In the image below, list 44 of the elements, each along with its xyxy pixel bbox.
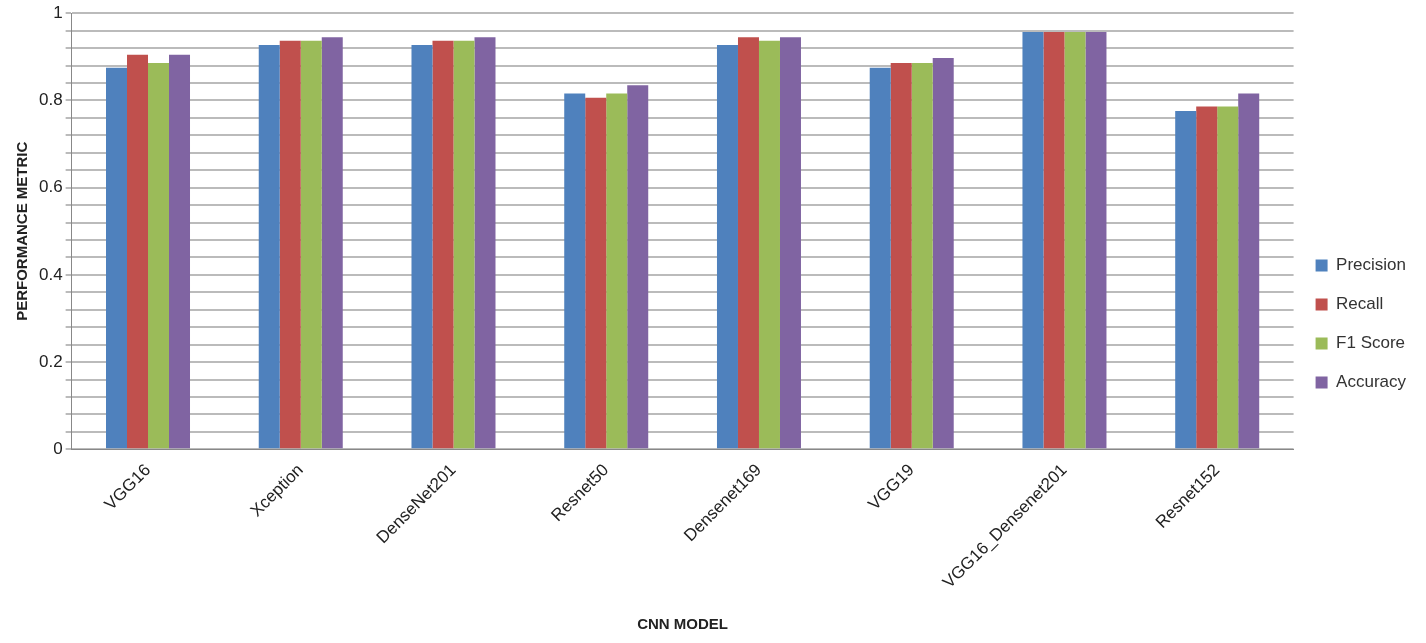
bar — [564, 93, 586, 449]
y-tick-label: 1 — [53, 2, 63, 22]
x-axis-title: CNN MODEL — [637, 615, 729, 633]
bar — [106, 67, 127, 449]
legend-label: Recall — [1336, 294, 1384, 314]
legend-label: Precision — [1336, 255, 1406, 275]
bar — [1043, 31, 1065, 449]
bar — [890, 62, 912, 449]
bar — [169, 54, 191, 449]
bar — [758, 40, 780, 449]
bar — [737, 37, 759, 449]
y-tick-label: 0.8 — [38, 90, 63, 110]
bar — [258, 45, 280, 449]
bar — [148, 62, 170, 449]
bar — [911, 62, 933, 449]
bar — [321, 37, 343, 449]
bar — [716, 45, 738, 449]
bar — [1175, 110, 1197, 449]
legend-label: Accuracy — [1336, 372, 1407, 392]
bar — [1217, 106, 1239, 449]
bar — [606, 93, 628, 449]
bar — [585, 97, 607, 449]
bar — [279, 40, 301, 449]
bar — [869, 67, 891, 449]
bar — [932, 58, 954, 449]
bar — [411, 45, 433, 449]
legend-label: F1 Score — [1336, 333, 1406, 353]
bar — [453, 40, 475, 449]
y-tick-label: 0.4 — [38, 264, 63, 284]
bar — [300, 40, 322, 449]
bar — [1196, 106, 1218, 449]
bar — [1085, 31, 1107, 449]
bar — [1064, 31, 1086, 449]
bar — [779, 37, 801, 449]
y-axis-title: PERFORMANCE METRIC — [13, 141, 31, 321]
y-tick-label: 0 — [53, 438, 63, 458]
y-tick-label: 0.6 — [38, 177, 63, 197]
bar — [627, 85, 649, 449]
bar — [1238, 93, 1260, 449]
bar — [1022, 31, 1044, 449]
bar — [474, 37, 496, 449]
bar — [127, 54, 148, 449]
bar — [432, 40, 454, 449]
y-tick-label: 0.2 — [38, 351, 63, 371]
